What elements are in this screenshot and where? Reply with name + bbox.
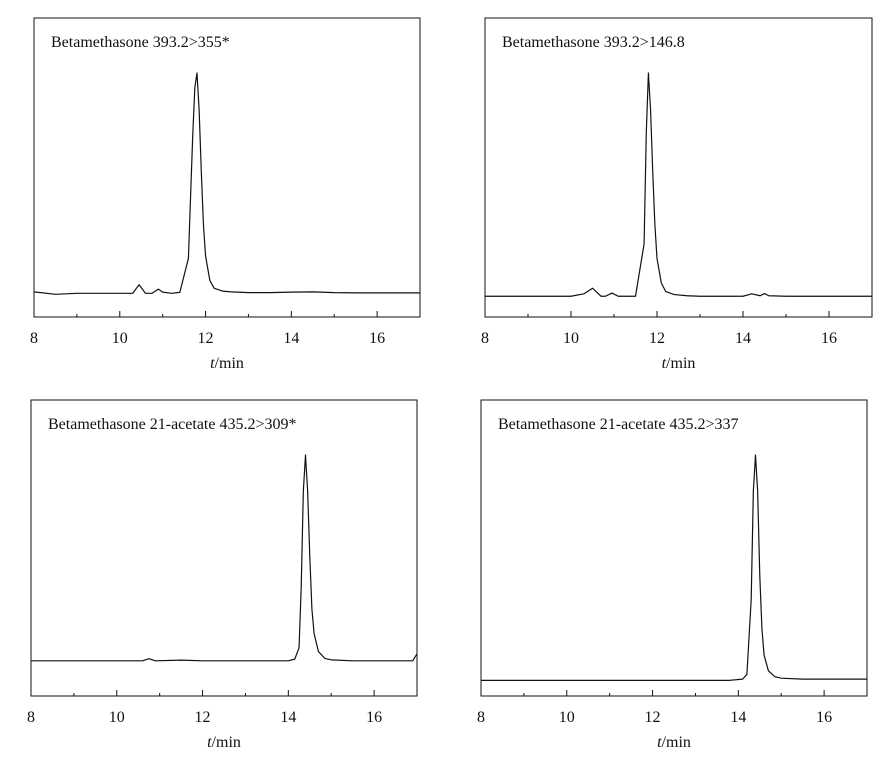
x-axis-label: t/min — [662, 355, 696, 372]
plot-frame — [480, 399, 868, 697]
chromatogram-panel-3: Betamethasone 21-acetate 435.2>309* 8 10 1… — [27, 399, 418, 751]
chromatogram-panel-1: Betamethasone 393.2>355* 8 10 12 14 16 t/min — [30, 17, 421, 372]
x-tick-label: 8 — [30, 330, 38, 347]
panel-title: Betamethasone 393.2>355* — [51, 34, 230, 51]
x-tick-label: 16 — [366, 709, 382, 726]
x-tick-label: 14 — [280, 709, 296, 726]
x-tick-label: 16 — [821, 330, 837, 347]
x-axis-ticks: 8 10 12 14 16 — [477, 690, 868, 726]
x-axis-label-variable: t — [210, 355, 215, 372]
panel-title: Betamethasone 21-acetate 435.2>337 — [498, 416, 739, 433]
x-axis-label-variable: t — [207, 734, 212, 751]
chromatogram-panel-2: Betamethasone 393.2>146.8 8 10 12 14 16 t/mi… — [481, 17, 873, 372]
x-tick-label: 16 — [369, 330, 385, 347]
x-axis-label-variable: t — [662, 355, 667, 372]
plot-frame — [484, 17, 873, 318]
series-line — [485, 72, 872, 297]
x-tick-label: 14 — [730, 709, 746, 726]
x-axis-label-unit: /min — [662, 734, 691, 751]
x-axis-label-unit: /min — [215, 355, 244, 372]
x-tick-label: 8 — [481, 330, 489, 347]
x-tick-label: 10 — [563, 330, 579, 347]
x-axis-ticks: 8 10 12 14 16 — [27, 690, 418, 726]
x-tick-label: 12 — [198, 330, 214, 347]
plot-frame — [33, 17, 421, 318]
x-axis-label-variable: t — [657, 734, 662, 751]
series-line — [481, 454, 867, 681]
x-tick-label: 12 — [195, 709, 211, 726]
x-axis-label-unit: /min — [666, 355, 695, 372]
x-axis-label: t/min — [207, 734, 241, 751]
x-axis-ticks: 8 10 12 14 16 — [30, 311, 421, 347]
chromatogram-panel-4: Betamethasone 21-acetate 435.2>337 8 10 12… — [477, 399, 868, 751]
x-tick-label: 14 — [735, 330, 751, 347]
x-axis-label-unit: /min — [212, 734, 241, 751]
plot-frame — [30, 399, 418, 697]
series-line — [33, 72, 420, 295]
x-tick-label: 10 — [559, 709, 575, 726]
x-axis-ticks: 8 10 12 14 16 — [481, 311, 873, 347]
panel-title: Betamethasone 393.2>146.8 — [502, 34, 685, 51]
x-tick-label: 16 — [816, 709, 832, 726]
x-tick-label: 12 — [645, 709, 661, 726]
x-axis-label: t/min — [657, 734, 691, 751]
x-tick-label: 10 — [109, 709, 125, 726]
x-tick-label: 8 — [27, 709, 35, 726]
x-tick-label: 8 — [477, 709, 485, 726]
x-tick-label: 14 — [283, 330, 299, 347]
panel-title: Betamethasone 21-acetate 435.2>309* — [48, 416, 297, 433]
series-line — [31, 454, 418, 662]
x-tick-label: 12 — [649, 330, 665, 347]
x-tick-label: 10 — [112, 330, 128, 347]
x-axis-label: t/min — [210, 355, 244, 372]
